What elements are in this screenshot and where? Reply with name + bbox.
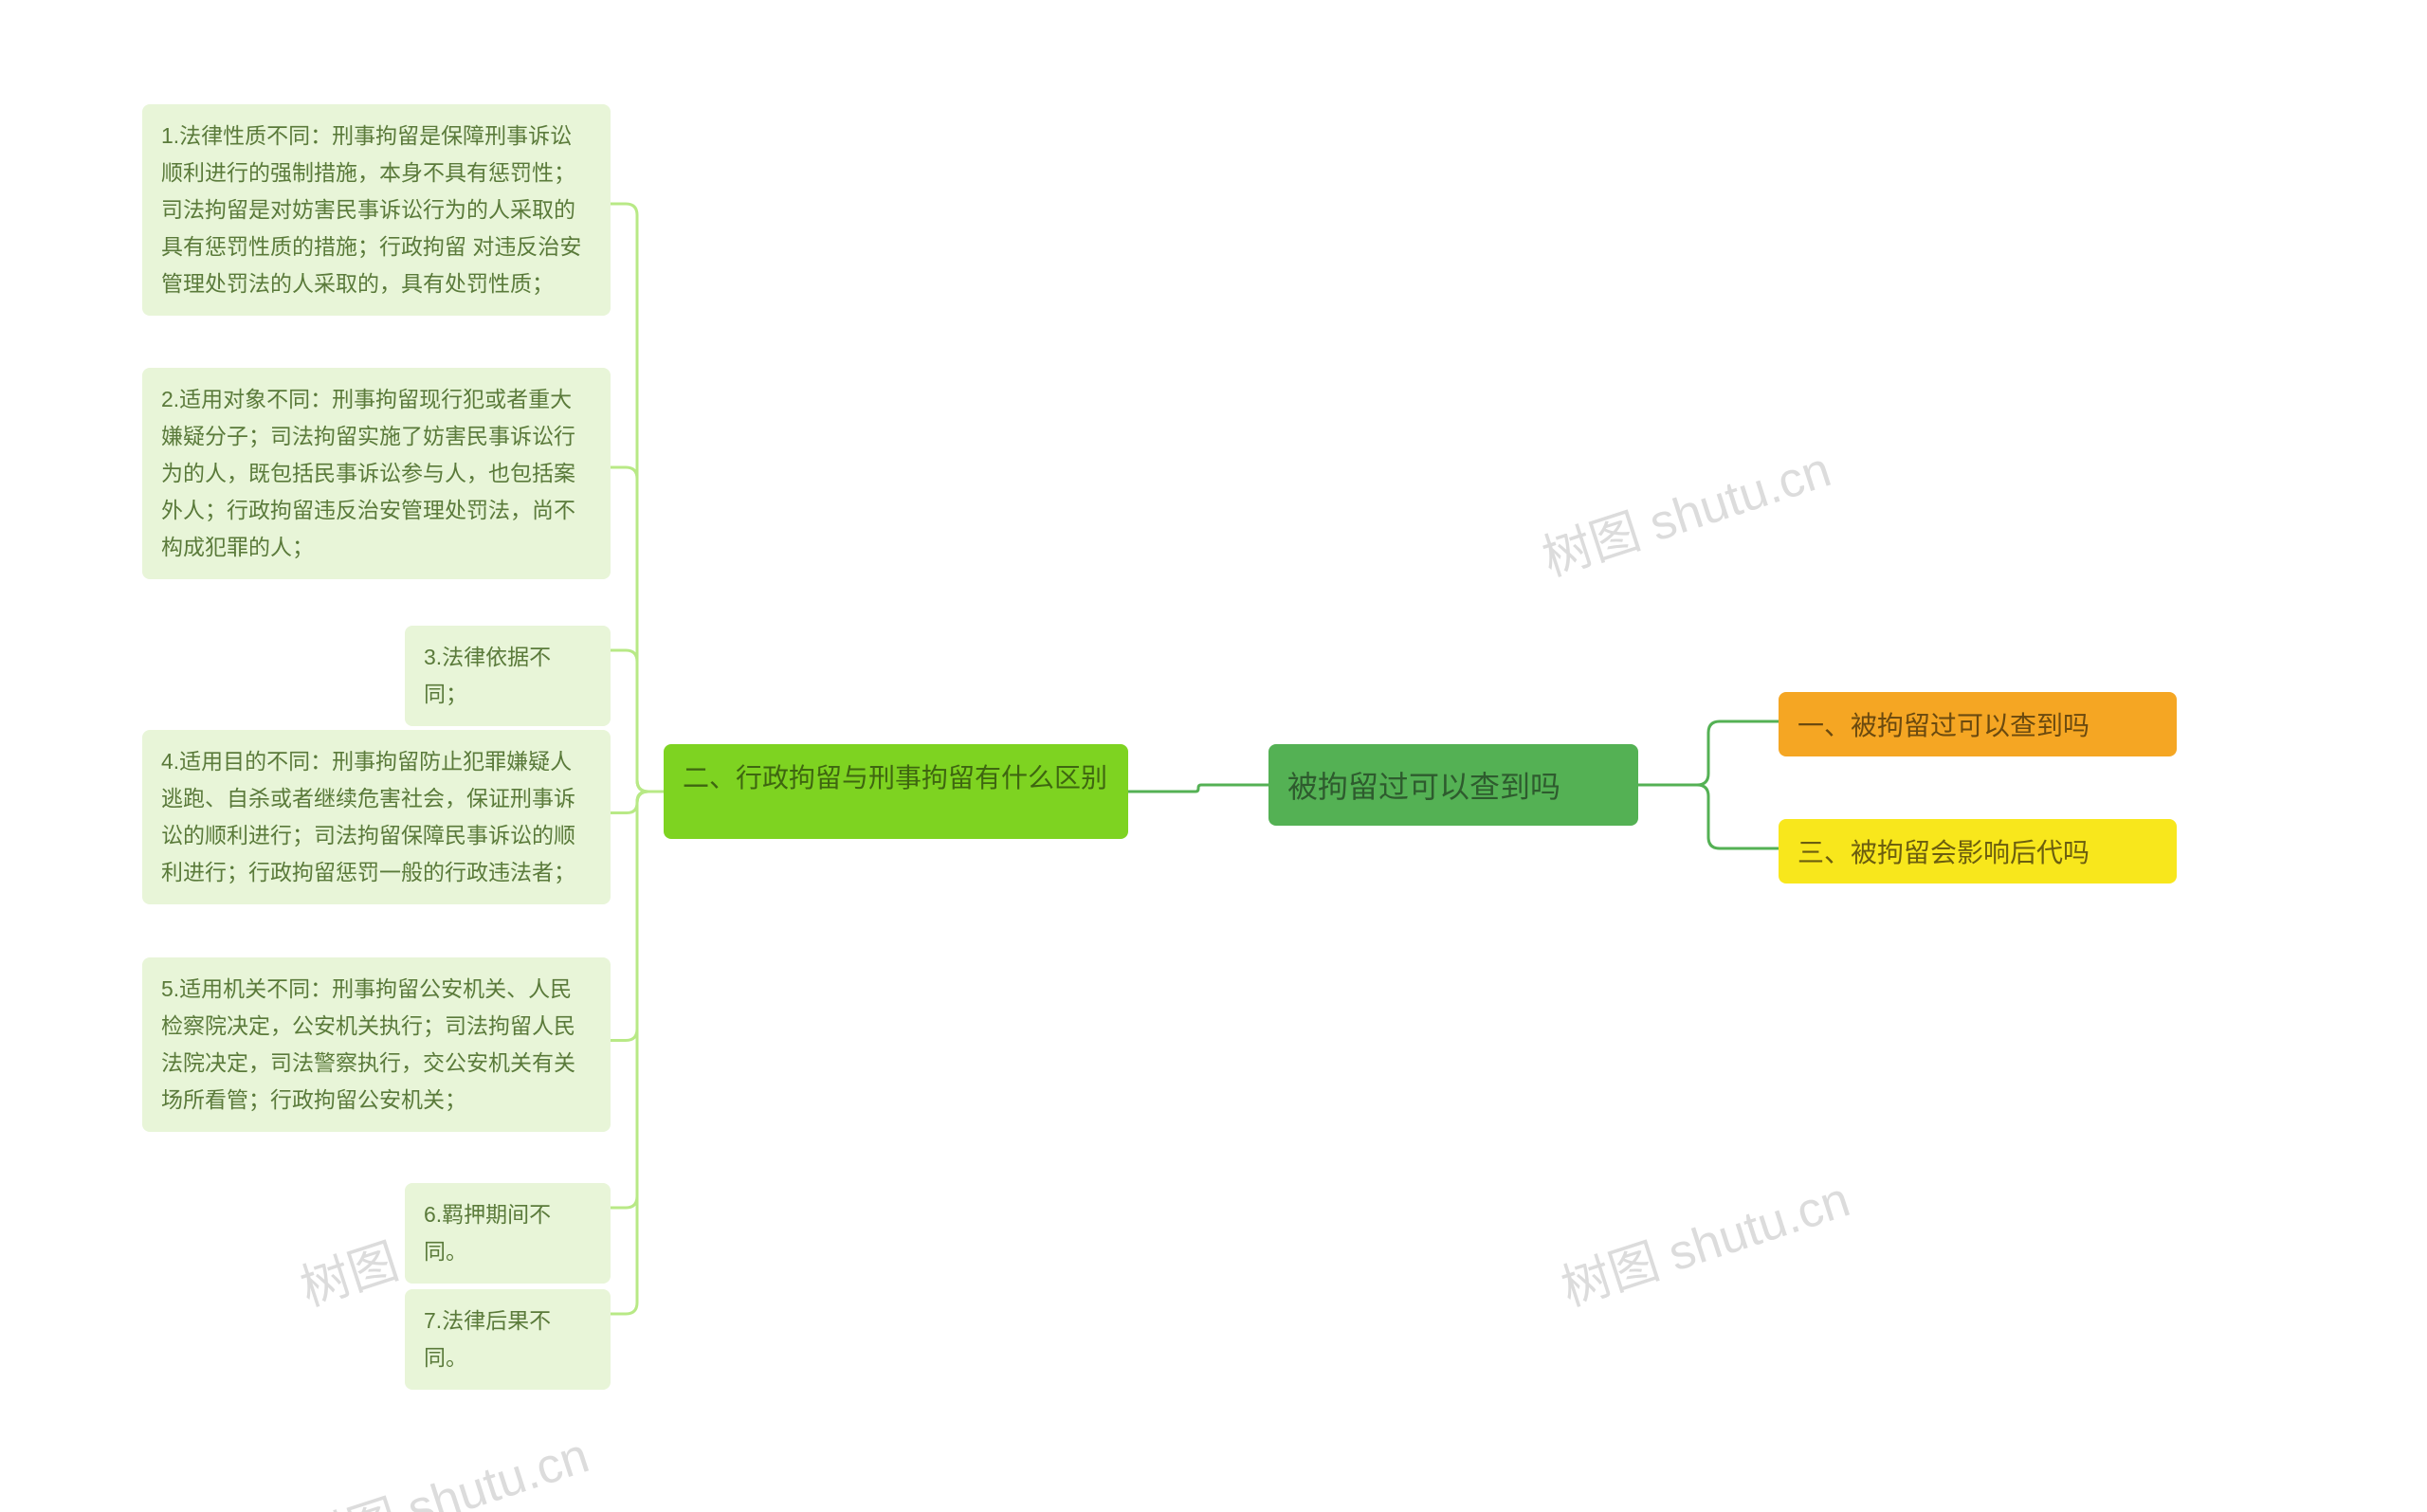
branch-label: 二、行政拘留与刑事拘留有什么区别 [683,757,1107,800]
branch-node-right-1: 一、被拘留过可以查到吗 [1779,692,2177,756]
branch-label: 一、被拘留过可以查到吗 [1797,705,2089,743]
leaf-label: 3.法律依据不同； [424,639,592,713]
root-node-label: 被拘留过可以查到吗 [1287,763,1560,807]
leaf-node: 6.羁押期间不同。 [405,1183,611,1284]
leaf-label: 1.法律性质不同：刑事拘留是保障刑事诉讼顺利进行的强制措施，本身不具有惩罚性；司… [161,118,592,302]
leaf-label: 7.法律后果不同。 [424,1303,592,1376]
leaf-node: 2.适用对象不同：刑事拘留现行犯或者重大嫌疑分子；司法拘留实施了妨害民事诉讼行为… [142,368,611,579]
branch-node-right-2: 三、被拘留会影响后代吗 [1779,819,2177,884]
leaf-node: 5.适用机关不同：刑事拘留公安机关、人民检察院决定，公安机关执行；司法拘留人民法… [142,957,611,1132]
leaf-node: 7.法律后果不同。 [405,1289,611,1390]
leaf-node: 1.法律性质不同：刑事拘留是保障刑事诉讼顺利进行的强制措施，本身不具有惩罚性；司… [142,104,611,316]
leaf-label: 2.适用对象不同：刑事拘留现行犯或者重大嫌疑分子；司法拘留实施了妨害民事诉讼行为… [161,381,592,566]
root-node: 被拘留过可以查到吗 [1268,744,1638,826]
branch-label: 三、被拘留会影响后代吗 [1797,832,2089,870]
branch-node-left-1: 二、行政拘留与刑事拘留有什么区别 [664,744,1128,839]
leaf-label: 6.羁押期间不同。 [424,1196,592,1270]
leaf-label: 5.适用机关不同：刑事拘留公安机关、人民检察院决定，公安机关执行；司法拘留人民法… [161,971,592,1119]
leaf-label: 4.适用目的不同：刑事拘留防止犯罪嫌疑人逃跑、自杀或者继续危害社会，保证刑事诉讼… [161,743,592,891]
leaf-node: 4.适用目的不同：刑事拘留防止犯罪嫌疑人逃跑、自杀或者继续危害社会，保证刑事诉讼… [142,730,611,904]
leaf-node: 3.法律依据不同； [405,626,611,726]
